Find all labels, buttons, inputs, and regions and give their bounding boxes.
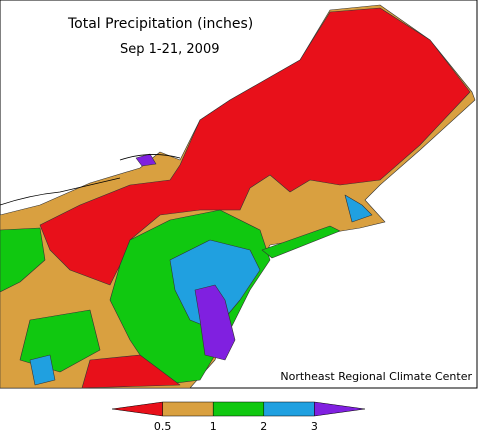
lake-shore bbox=[119, 154, 181, 161]
region-green-west bbox=[0, 227, 46, 293]
credit-backing bbox=[278, 368, 474, 385]
legend-tick-label: 0.5 bbox=[154, 420, 172, 431]
region-green-south bbox=[19, 309, 101, 373]
map-title: Total Precipitation (inches) bbox=[67, 16, 253, 32]
legend: 0.5 1 2 3 bbox=[111, 401, 366, 431]
legend-tick-label: 1 bbox=[210, 420, 217, 431]
legend-swatch bbox=[263, 401, 315, 417]
credit: Northeast Regional Climate Center bbox=[280, 370, 472, 383]
legend-swatch bbox=[162, 401, 214, 417]
legend-swatch bbox=[111, 401, 163, 417]
region-purple-north bbox=[135, 153, 157, 167]
map bbox=[0, 4, 476, 389]
region-long-island bbox=[261, 225, 341, 259]
region-red-south bbox=[81, 354, 181, 389]
legend-tick-label: 2 bbox=[260, 420, 267, 431]
region-blue-cape bbox=[344, 194, 373, 223]
map-subtitle: Sep 1-21, 2009 bbox=[120, 42, 220, 57]
lake-shore bbox=[0, 177, 121, 206]
legend-tick-label: 3 bbox=[311, 420, 318, 431]
legend-swatch bbox=[212, 401, 265, 417]
legend-swatch bbox=[314, 401, 366, 417]
region-purple bbox=[194, 284, 236, 361]
region-blue-sw bbox=[29, 354, 56, 386]
